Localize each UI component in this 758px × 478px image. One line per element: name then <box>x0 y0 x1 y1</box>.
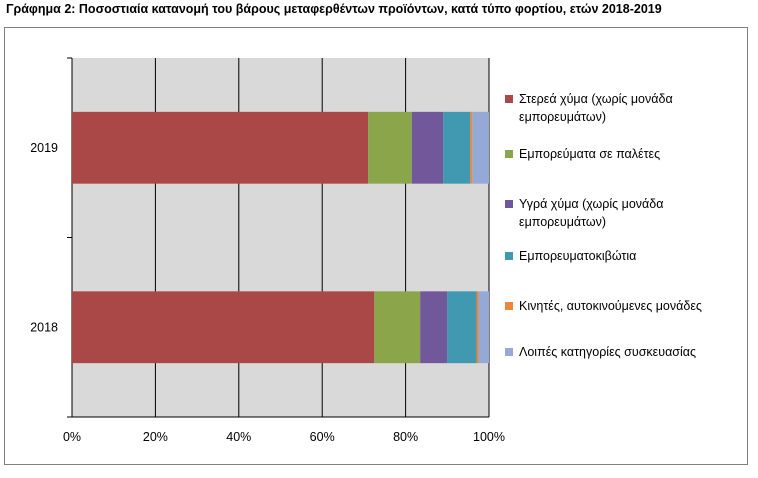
bar-segment-2019-6 <box>472 111 489 184</box>
chart-frame <box>4 27 748 465</box>
bar-segment-2018-1 <box>72 291 375 364</box>
legend-label: Κινητές, αυτοκινούμενες μονάδες <box>519 299 702 313</box>
legend-label: Εμπορεύματα σε παλέτες <box>519 147 661 161</box>
bar-segment-2018-3 <box>420 291 448 364</box>
legend-item: Εμπορεύματα σε παλέτες <box>505 145 729 163</box>
legend-swatch <box>505 150 513 158</box>
legend-item: Υγρά χύμα (χωρίς μονάδα εμπορευμάτων) <box>505 195 729 231</box>
legend-label: Υγρά χύμα (χωρίς μονάδα εμπορευμάτων) <box>519 197 664 229</box>
y-tick-label: 2018 <box>30 320 58 334</box>
legend-label: Στερεά χύμα (χωρίς μονάδα εμπορευμάτων) <box>519 92 673 124</box>
x-tick-label: 40% <box>226 430 251 444</box>
bar-segment-2019-4 <box>443 111 471 184</box>
legend-label: Λοιπές κατηγορίες συσκευασίας <box>519 345 697 359</box>
bar-segment-2019-3 <box>411 111 444 184</box>
x-tick-label: 0% <box>63 430 81 444</box>
x-tick-label: 100% <box>473 430 505 444</box>
bar-segment-2018-5 <box>476 291 479 364</box>
legend-item: Λοιπές κατηγορίες συσκευασίας <box>505 343 729 361</box>
legend-swatch <box>505 252 513 260</box>
bar-segment-2019-5 <box>470 111 473 184</box>
legend-swatch <box>505 200 513 208</box>
x-tick-label: 60% <box>310 430 335 444</box>
legend-item: Εμπορευματοκιβώτια <box>505 247 729 265</box>
bar-segment-2018-6 <box>478 291 489 364</box>
bar-segment-2019-2 <box>368 111 412 184</box>
legend-label: Εμπορευματοκιβώτια <box>519 249 637 263</box>
x-tick-label: 20% <box>143 430 168 444</box>
legend-item: Κινητές, αυτοκινούμενες μονάδες <box>505 297 729 315</box>
bar-segment-2019-1 <box>72 111 369 184</box>
chart-title: Γράφημα 2: Ποσοστιαία κατανομή του βάρου… <box>6 2 662 16</box>
legend-swatch <box>505 302 513 310</box>
bar-segment-2018-2 <box>374 291 421 364</box>
y-tick-label: 2019 <box>30 141 58 155</box>
bar-segment-2018-4 <box>447 291 477 364</box>
legend-swatch <box>505 95 513 103</box>
legend-swatch <box>505 348 513 356</box>
x-tick-label: 80% <box>393 430 418 444</box>
legend-item: Στερεά χύμα (χωρίς μονάδα εμπορευμάτων) <box>505 90 729 126</box>
